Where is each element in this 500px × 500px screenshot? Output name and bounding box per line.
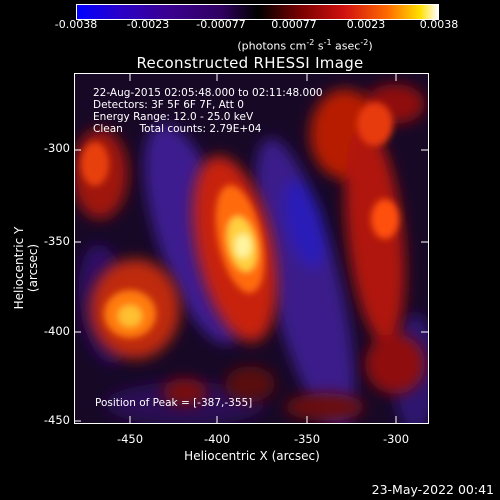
colorbar-tick: 0.0038: [419, 18, 459, 31]
y-tick-label: -400: [43, 324, 70, 338]
peak-position-text: Position of Peak = [-387,-355]: [95, 397, 253, 409]
colorbar-unit-label: (photons cm-2 s-1 asec-2): [237, 38, 373, 53]
time-range-text: 22-Aug-2015 02:05:48.000 to 02:11:48.000: [93, 87, 323, 99]
x-tick-label: -400: [203, 432, 231, 446]
y-tick-label: -450: [43, 413, 70, 427]
y-tick-label: -300: [43, 141, 70, 155]
generation-date: 23-May-2022 00:41: [371, 482, 494, 497]
y-tick-label: -350: [43, 234, 70, 248]
rhessi-image: [75, 74, 428, 423]
rhessi-image-plot: [74, 73, 429, 424]
clean-counts-text: Clean Total counts: 2.79E+04: [93, 123, 262, 135]
bright-sources: [81, 102, 399, 338]
colorbar-tick: -0.0023: [126, 18, 170, 31]
x-tick-label: -300: [382, 432, 410, 446]
image-title: Reconstructed RHESSI Image: [136, 54, 364, 72]
x-tick-label: -350: [293, 432, 321, 446]
energy-range-text: Energy Range: 12.0 - 25.0 keV: [93, 111, 254, 123]
colorbar: [76, 4, 439, 20]
colorbar-tick: 0.0023: [346, 18, 386, 31]
x-tick-label: -450: [116, 432, 144, 446]
x-axis-label: Heliocentric X (arcsec): [184, 449, 320, 463]
colorbar-tick: -0.00077: [196, 18, 246, 31]
colorbar-tick: 0.00077: [271, 18, 317, 31]
detectors-text: Detectors: 3F 5F 6F 7F, Att 0: [93, 99, 244, 111]
colorbar-tick: -0.0038: [54, 18, 98, 31]
